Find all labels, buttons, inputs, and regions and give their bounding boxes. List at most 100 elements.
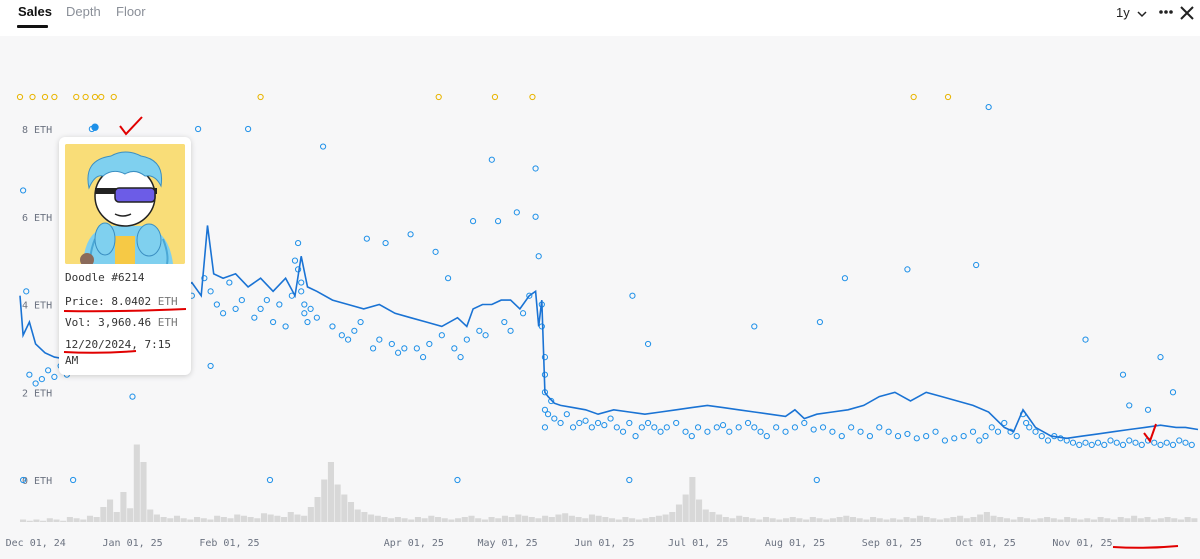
volume-bar bbox=[1164, 517, 1171, 522]
volume-bar bbox=[582, 518, 589, 522]
volume-bar bbox=[883, 519, 890, 522]
sale-point bbox=[476, 327, 483, 334]
volume-bar bbox=[408, 519, 415, 522]
y-tick-label: 2 ETH bbox=[22, 388, 52, 399]
sale-point bbox=[226, 279, 233, 286]
sale-point bbox=[1026, 424, 1033, 431]
sale-point bbox=[251, 314, 258, 321]
sale-point bbox=[763, 433, 770, 440]
sale-point bbox=[1094, 439, 1102, 446]
volume-bar bbox=[709, 512, 716, 522]
sale-point bbox=[1169, 389, 1177, 396]
volume-bar bbox=[1124, 518, 1131, 522]
sale-point bbox=[313, 314, 320, 321]
volume-bar bbox=[475, 518, 482, 522]
volume-bar bbox=[863, 519, 870, 522]
sale-point bbox=[1169, 441, 1177, 448]
sale-point bbox=[23, 288, 30, 295]
sale-point bbox=[713, 424, 720, 431]
volume-bar bbox=[829, 518, 836, 522]
sale-point bbox=[1038, 433, 1045, 440]
volume-bar bbox=[762, 517, 770, 522]
volume-bar bbox=[167, 518, 174, 522]
sale-point bbox=[876, 424, 883, 431]
volume-bar bbox=[916, 515, 923, 522]
volume-bar bbox=[1104, 518, 1111, 522]
sale-point bbox=[1157, 354, 1164, 361]
volume-bar bbox=[294, 514, 301, 522]
sale-point bbox=[1126, 402, 1133, 409]
sale-point bbox=[304, 318, 311, 326]
tab-sales[interactable]: Sales bbox=[18, 4, 52, 19]
tab-depth[interactable]: Depth bbox=[66, 4, 101, 19]
sales-scatter-chart[interactable]: 0 ETH 2 ETH 4 ETH 6 ETH 8 ETH Dec 01, 24 Jan 0… bbox=[0, 36, 1200, 559]
sale-point bbox=[51, 373, 58, 380]
volume-bar bbox=[434, 517, 442, 522]
volume-bar bbox=[702, 509, 709, 522]
x-tick-label: Aug 01, 25 bbox=[765, 538, 825, 549]
more-dots-icon[interactable] bbox=[1158, 2, 1174, 23]
sale-point bbox=[735, 424, 742, 431]
sale-point bbox=[985, 103, 992, 111]
sale-point bbox=[751, 323, 758, 330]
volume-bar bbox=[849, 517, 857, 522]
volume-bar bbox=[635, 519, 642, 522]
volume-bar bbox=[1110, 519, 1118, 522]
sale-point bbox=[982, 433, 989, 440]
volume-bar bbox=[281, 517, 288, 522]
volume-bar bbox=[147, 509, 154, 522]
outlier-sale-point bbox=[98, 93, 105, 101]
volume-bar bbox=[950, 517, 957, 522]
volume-bar bbox=[1090, 519, 1098, 522]
volume-bar bbox=[314, 497, 321, 522]
volume-bar bbox=[26, 520, 33, 522]
volume-bar bbox=[675, 504, 683, 522]
sale-point bbox=[613, 424, 620, 431]
volume-bar bbox=[923, 517, 930, 522]
volume-bar bbox=[194, 517, 201, 522]
tab-floor[interactable]: Floor bbox=[116, 4, 146, 19]
volume-bar bbox=[903, 517, 910, 522]
volume-bar bbox=[936, 519, 944, 522]
volume-bar bbox=[783, 518, 790, 522]
sale-point bbox=[1101, 441, 1108, 448]
sale-point bbox=[704, 428, 711, 435]
sale-point bbox=[207, 362, 214, 370]
sale-point bbox=[813, 476, 820, 484]
close-icon[interactable] bbox=[1180, 1, 1194, 26]
sale-point bbox=[501, 318, 508, 326]
volume-bar bbox=[528, 517, 535, 522]
sale-point bbox=[829, 428, 836, 435]
sale-point bbox=[538, 323, 545, 330]
time-range-value: 1y bbox=[1116, 5, 1130, 20]
sale-point bbox=[282, 323, 289, 330]
volume-bar bbox=[240, 515, 247, 522]
sale-point bbox=[801, 419, 808, 427]
sale-point bbox=[1151, 439, 1158, 446]
sale-point bbox=[419, 354, 427, 361]
price-value: 8.0402 bbox=[111, 295, 152, 308]
volume-bar bbox=[495, 518, 502, 522]
sale-point bbox=[469, 218, 477, 225]
sale-point bbox=[563, 411, 570, 418]
sale-point bbox=[848, 424, 855, 431]
sale-date: 12/20/2024, bbox=[65, 338, 138, 351]
volume-bar bbox=[1023, 518, 1031, 522]
sale-point bbox=[438, 332, 445, 339]
outlier-sale-point bbox=[51, 93, 58, 101]
sale-point bbox=[1023, 419, 1030, 427]
time-range-select[interactable]: 1y bbox=[1116, 5, 1147, 20]
volume-bar bbox=[140, 462, 147, 522]
sale-point bbox=[626, 419, 633, 427]
volume-bar bbox=[809, 517, 816, 522]
sale-point bbox=[482, 332, 489, 339]
sale-point bbox=[1076, 441, 1083, 448]
volume-bar bbox=[207, 519, 214, 522]
sale-point bbox=[232, 305, 239, 312]
sale-point bbox=[1182, 439, 1189, 446]
sale-point bbox=[20, 187, 27, 194]
outlier-sale-point bbox=[91, 93, 99, 101]
volume-bar bbox=[347, 502, 355, 522]
volume-bar bbox=[896, 519, 903, 522]
sale-point bbox=[388, 340, 395, 348]
